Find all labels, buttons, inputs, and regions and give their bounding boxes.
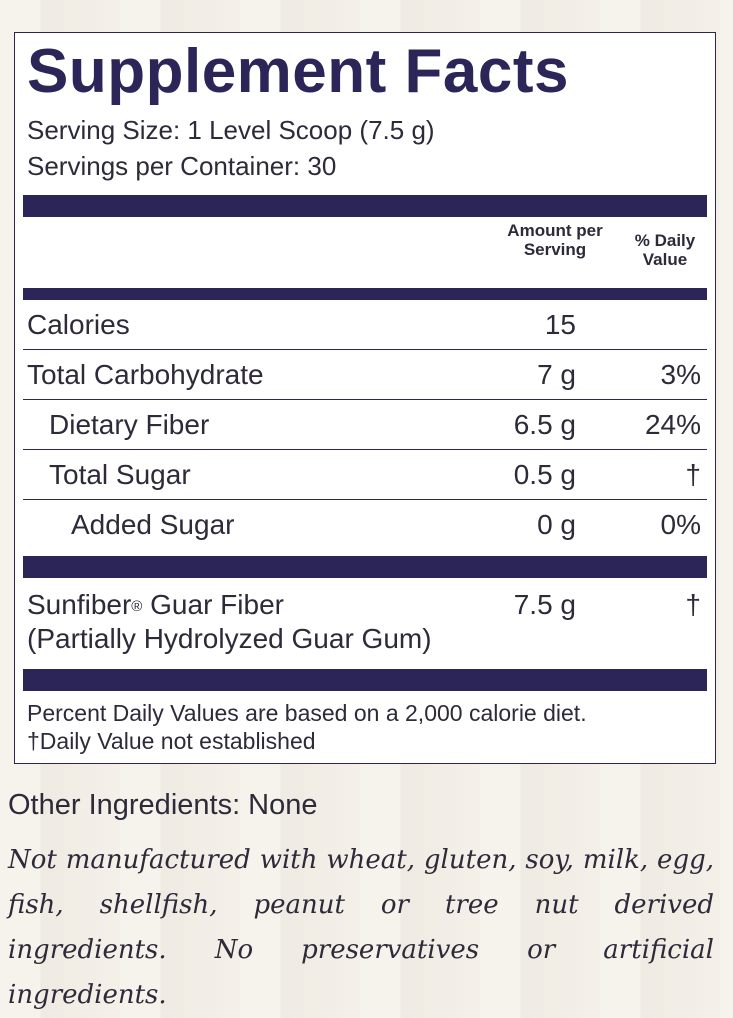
column-header-amount: Amount per Serving bbox=[503, 221, 607, 259]
servings-per-container: Servings per Container: 30 bbox=[27, 151, 336, 181]
column-header-daily-value: % Daily Value bbox=[619, 231, 711, 269]
nutrient-label: Added Sugar bbox=[71, 509, 234, 541]
other-ingredients: Other Ingredients: None bbox=[8, 788, 318, 822]
nutrient-daily-value: † bbox=[685, 459, 701, 491]
thick-divider-bottom bbox=[23, 669, 707, 691]
nutrient-daily-value: 0% bbox=[661, 509, 701, 541]
nutrient-row-total-sugar: Total Sugar 0.5 g † bbox=[23, 449, 707, 499]
nutrient-amount: 6.5 g bbox=[514, 409, 576, 441]
nutrient-label: Calories bbox=[27, 309, 130, 341]
footnote-dagger: †Daily Value not established bbox=[27, 727, 316, 755]
footnote-daily-values: Percent Daily Values are based on a 2,00… bbox=[27, 699, 587, 727]
thick-divider-middle bbox=[23, 556, 707, 578]
thick-divider-top bbox=[23, 195, 707, 217]
allergen-disclaimer: Not manufactured with wheat, gluten, soy… bbox=[8, 838, 714, 1018]
ingredient-daily-value: † bbox=[685, 589, 701, 621]
nutrient-amount: 0 g bbox=[537, 509, 576, 541]
panel-title: Supplement Facts bbox=[27, 39, 569, 105]
nutrient-amount: 7 g bbox=[537, 359, 576, 391]
ingredient-row-sunfiber: Sunfiber® Guar Fiber (Partially Hydrolyz… bbox=[23, 581, 707, 667]
nutrient-amount: 0.5 g bbox=[514, 459, 576, 491]
serving-size: Serving Size: 1 Level Scoop (7.5 g) bbox=[27, 115, 435, 145]
nutrient-row-added-sugar: Added Sugar 0 g 0% bbox=[23, 499, 707, 549]
nutrient-row-dietary-fiber: Dietary Fiber 6.5 g 24% bbox=[23, 399, 707, 449]
nutrient-label: Total Carbohydrate bbox=[27, 359, 264, 391]
registered-mark: ® bbox=[131, 598, 142, 615]
nutrient-row-total-carbohydrate: Total Carbohydrate 7 g 3% bbox=[23, 349, 707, 399]
ingredient-name: Sunfiber® Guar Fiber bbox=[27, 589, 284, 621]
nutrient-row-calories: Calories 15 bbox=[23, 299, 707, 349]
nutrient-daily-value: 24% bbox=[645, 409, 701, 441]
ingredient-subtitle: (Partially Hydrolyzed Guar Gum) bbox=[27, 623, 432, 655]
nutrient-label: Total Sugar bbox=[49, 459, 191, 491]
nutrient-amount: 15 bbox=[545, 309, 576, 341]
nutrient-label: Dietary Fiber bbox=[49, 409, 209, 441]
nutrient-daily-value: 3% bbox=[661, 359, 701, 391]
ingredient-amount: 7.5 g bbox=[514, 589, 576, 621]
supplement-facts-panel: Supplement Facts Serving Size: 1 Level S… bbox=[14, 32, 716, 764]
